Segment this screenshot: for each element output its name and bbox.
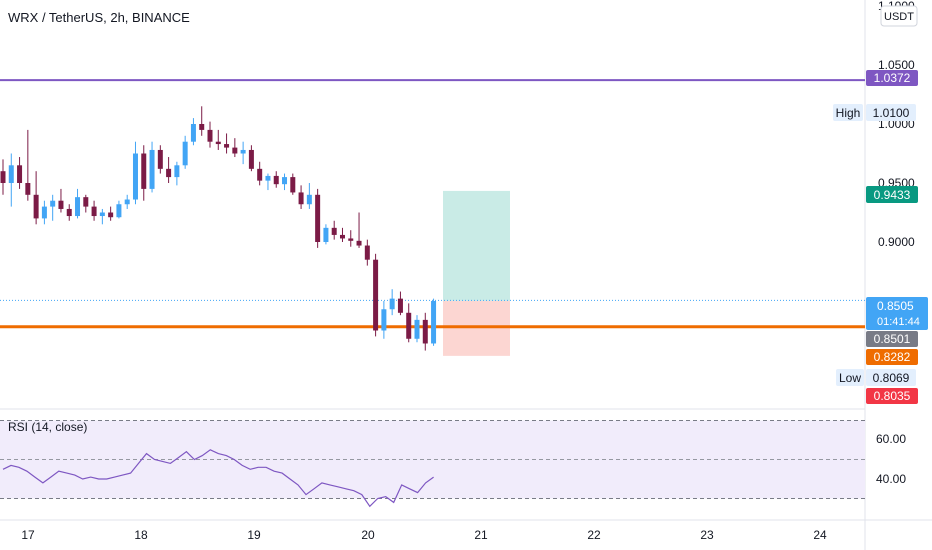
- candle-body: [356, 240, 362, 246]
- high-tag-text: High: [836, 106, 861, 120]
- candle-body: [323, 227, 329, 242]
- candle-body: [25, 183, 31, 195]
- time-tick: 22: [587, 528, 601, 542]
- candle-body: [265, 175, 271, 181]
- candle-body: [157, 149, 163, 169]
- candle-body: [182, 141, 188, 166]
- support-price-text: 0.8282: [874, 350, 911, 364]
- target-zone[interactable]: [443, 190, 510, 301]
- time-axis[interactable]: 17 18 19 20 21 22 23 24: [21, 528, 827, 542]
- time-tick: 18: [134, 528, 148, 542]
- candle-body: [273, 175, 279, 185]
- candle-body: [141, 153, 147, 189]
- stop-price-label: 0.8035: [866, 388, 918, 404]
- symbol-title: WRX / TetherUS, 2h, BINANCE: [8, 10, 190, 25]
- candle-body: [99, 212, 105, 217]
- candle-body: [406, 312, 412, 339]
- candle-body: [199, 124, 205, 130]
- rsi-band: [0, 420, 865, 499]
- last-price-text: 0.8505: [877, 299, 914, 313]
- currency-label: USDT: [884, 11, 914, 23]
- rsi-tick: 60.00: [876, 432, 906, 446]
- candle-body: [215, 141, 221, 145]
- candle-body: [348, 238, 354, 241]
- candle-body: [389, 298, 395, 310]
- rsi-tick: 40.00: [876, 472, 906, 486]
- candle-body: [257, 168, 263, 181]
- candle-body: [66, 208, 72, 217]
- rsi-title: RSI (14, close): [8, 420, 87, 434]
- candle-body: [331, 227, 337, 235]
- target-price-text: 0.9433: [874, 188, 911, 202]
- candle-body: [373, 259, 379, 331]
- candle-body: [207, 129, 213, 142]
- time-tick: 24: [813, 528, 827, 542]
- candle-body: [41, 206, 47, 219]
- candle-body: [17, 165, 23, 183]
- target-price-label: 0.9433: [866, 186, 918, 203]
- candle-body: [75, 197, 81, 217]
- candle-body: [282, 177, 288, 185]
- candle-body: [232, 147, 238, 154]
- currency-button[interactable]: USDT: [880, 5, 918, 27]
- time-tick: 17: [21, 528, 35, 542]
- candle-body: [190, 124, 196, 142]
- last-price-label: 0.8505 01:41:44: [866, 297, 928, 330]
- candle-body: [174, 165, 180, 178]
- candlestick-series: [0, 106, 437, 351]
- candle-body: [8, 165, 14, 183]
- resistance-price-label: 1.0372: [866, 70, 918, 86]
- stop-zone[interactable]: [443, 300, 510, 356]
- candle-body: [364, 245, 370, 260]
- candle-body: [339, 234, 345, 239]
- candle-body: [33, 194, 39, 219]
- price-tick: 1.0500: [878, 58, 915, 72]
- candle-body: [306, 194, 312, 205]
- candle-body: [124, 199, 130, 205]
- candle-body: [414, 319, 420, 339]
- candle-body: [108, 212, 114, 218]
- candle-body: [58, 200, 64, 209]
- rsi-line: [2, 449, 434, 508]
- price-tick: 0.9000: [878, 235, 915, 249]
- support-price-label: 0.8282: [866, 349, 918, 365]
- candle-body: [298, 192, 304, 205]
- candle-body: [381, 309, 387, 331]
- candle-body: [290, 177, 296, 193]
- time-tick: 23: [700, 528, 714, 542]
- time-tick: 20: [361, 528, 375, 542]
- high-label: High 1.0100: [833, 104, 916, 121]
- candle-body: [166, 168, 172, 178]
- candle-body: [116, 204, 122, 218]
- candle-body: [149, 149, 155, 189]
- candle-body: [0, 171, 6, 183]
- candle-body: [422, 319, 428, 344]
- candle-body: [83, 197, 89, 207]
- candle-body: [224, 144, 230, 148]
- high-value-text: 1.0100: [873, 106, 910, 120]
- low-label: Low 0.8069: [836, 369, 916, 386]
- low-tag-text: Low: [839, 371, 861, 385]
- countdown-text: 01:41:44: [877, 316, 920, 328]
- candle-body: [240, 149, 246, 154]
- candle-body: [50, 200, 56, 207]
- candle-body: [431, 301, 437, 344]
- time-tick: 19: [247, 528, 261, 542]
- stop-price-text: 0.8035: [874, 389, 911, 403]
- candle-body: [91, 206, 97, 217]
- low-value-text: 0.8069: [873, 371, 910, 385]
- entry-price-text: 0.8501: [874, 332, 911, 346]
- entry-price-label: 0.8501: [866, 331, 918, 347]
- time-tick: 21: [474, 528, 488, 542]
- candle-body: [132, 153, 138, 200]
- candle-body: [397, 298, 403, 313]
- candle-body: [315, 194, 321, 242]
- candle-body: [248, 149, 254, 169]
- resistance-price-text: 1.0372: [874, 71, 911, 85]
